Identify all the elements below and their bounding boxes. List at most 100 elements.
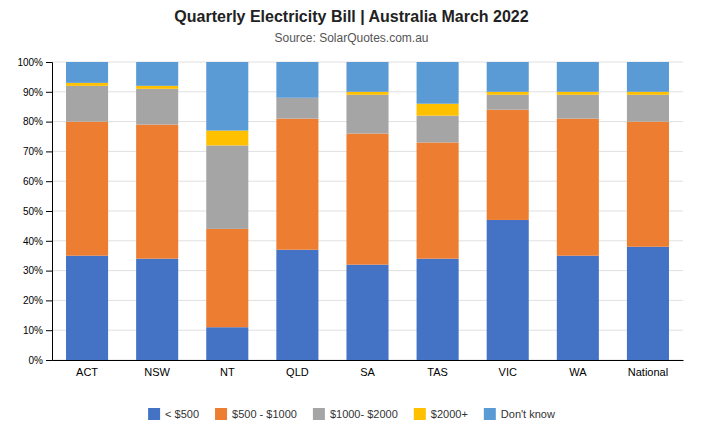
legend-label: $1000- $2000 (330, 408, 398, 420)
y-tick: 70% (23, 146, 52, 157)
y-tick-label: 60% (23, 176, 43, 187)
bar (627, 247, 669, 360)
bar (417, 104, 459, 116)
bar (557, 95, 599, 119)
y-tick-mark (46, 151, 52, 152)
bar (136, 89, 178, 125)
y-axis-line (46, 63, 53, 361)
bar (557, 256, 599, 360)
x-tick: ACT (76, 366, 98, 378)
y-tick-mark (46, 181, 52, 182)
x-tick: NT (220, 366, 235, 378)
legend-swatch (148, 408, 160, 420)
y-tick-label: 80% (23, 116, 43, 127)
bar (487, 95, 529, 110)
x-axis-line (53, 360, 684, 361)
y-tick-mark (46, 241, 52, 242)
bar (487, 110, 529, 220)
bar (276, 250, 318, 360)
y-tick-label: 10% (23, 325, 43, 336)
legend-item: Don't know (484, 408, 555, 420)
bar (417, 259, 459, 360)
legend-label: < $500 (165, 408, 199, 420)
y-tick-mark (46, 330, 52, 331)
bar (136, 62, 178, 86)
bar (66, 122, 108, 256)
bars (66, 62, 669, 360)
y-tick: 10% (23, 325, 52, 336)
y-tick: 40% (23, 236, 52, 247)
bar (346, 265, 388, 360)
x-tick-label: WA (569, 366, 587, 378)
bar (487, 92, 529, 95)
legend-label: $2000+ (431, 408, 468, 420)
bar (627, 95, 669, 122)
bar (417, 116, 459, 143)
legend-label: Don't know (501, 408, 555, 420)
y-tick-label: 50% (23, 206, 43, 217)
bar (627, 122, 669, 247)
legend-swatch (215, 408, 227, 420)
bar (346, 62, 388, 92)
y-tick-mark (46, 211, 52, 212)
series (66, 110, 669, 328)
bar (136, 259, 178, 360)
y-axis: 0%10%20%30%40%50%60%70%80%90%100% (17, 57, 52, 366)
legend-item: $1000- $2000 (313, 408, 398, 420)
grid (52, 62, 683, 360)
bar (417, 62, 459, 104)
bar (276, 98, 318, 119)
x-tick-label: VIC (499, 366, 517, 378)
x-tick-label: NSW (144, 366, 170, 378)
y-tick-label: 70% (23, 146, 43, 157)
y-tick-label: 40% (23, 236, 43, 247)
y-tick-mark (46, 300, 52, 301)
y-tick: 0% (29, 355, 52, 366)
legend-swatch (414, 408, 426, 420)
bar (206, 327, 248, 360)
y-tick-label: 20% (23, 295, 43, 306)
series (66, 83, 669, 146)
legend-swatch (484, 408, 496, 420)
bar (206, 62, 248, 131)
y-tick: 60% (23, 176, 52, 187)
y-tick-mark (46, 62, 52, 63)
x-tick-label: SA (360, 366, 375, 378)
x-tick-label: NT (220, 366, 235, 378)
bar (66, 256, 108, 360)
x-tick-label: ACT (76, 366, 98, 378)
bar (346, 95, 388, 134)
y-tick-mark (46, 92, 52, 93)
x-axis: ACTNSWNTQLDSATASVICWANational (53, 361, 684, 378)
bar (557, 92, 599, 95)
bar (66, 83, 108, 86)
y-tick-label: 90% (23, 87, 43, 98)
x-tick: VIC (499, 366, 517, 378)
bar (206, 131, 248, 146)
x-tick: WA (569, 366, 587, 378)
y-tick-label: 0% (29, 355, 44, 366)
x-tick: SA (360, 366, 375, 378)
bar (66, 62, 108, 83)
bar (206, 229, 248, 327)
x-tick: TAS (427, 366, 448, 378)
x-tick-label: TAS (427, 366, 448, 378)
legend: < $500$500 - $1000$1000- $2000$2000+Don'… (148, 408, 555, 420)
subtitle: Source: SolarQuotes.com.au (274, 31, 428, 45)
x-tick: NSW (144, 366, 170, 378)
bar (346, 134, 388, 265)
plot: 0%10%20%30%40%50%60%70%80%90%100%ACTNSWN… (17, 57, 683, 378)
series (66, 62, 669, 131)
legend-item: < $500 (148, 408, 199, 420)
y-tick: 50% (23, 206, 52, 217)
series (66, 86, 669, 229)
bar (276, 119, 318, 250)
bar (627, 92, 669, 95)
bar (276, 62, 318, 98)
y-tick: 30% (23, 265, 52, 276)
bar (417, 142, 459, 258)
y-tick-mark (46, 122, 52, 123)
bar (136, 86, 178, 89)
bar (346, 92, 388, 95)
y-tick: 80% (23, 116, 52, 127)
